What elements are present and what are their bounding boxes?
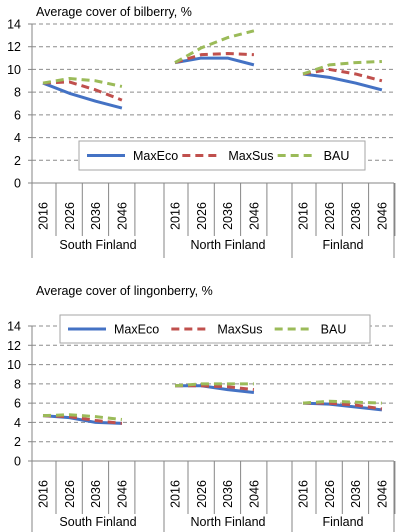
x-tick-label: 2036 — [89, 202, 103, 230]
y-tick-label: 14 — [7, 320, 21, 334]
y-tick-label: 2 — [14, 154, 21, 168]
group-label: Finland — [323, 515, 364, 529]
x-tick-label: 2026 — [323, 202, 337, 230]
series-line-bau — [174, 29, 255, 64]
chart-title: Average cover of lingonberry, % — [36, 284, 213, 298]
x-tick-label: 2016 — [169, 480, 183, 508]
x-tick-label: 2016 — [37, 480, 51, 508]
chart-1: Average cover of lingonberry, % 0 2 4 6 8 10 12… — [7, 284, 396, 532]
y-tick-label: 8 — [14, 377, 21, 391]
x-tick-label: 2046 — [375, 480, 389, 508]
series-line-bau — [42, 77, 123, 88]
group-label: South Finland — [59, 238, 136, 252]
y-tick-label: 12 — [7, 40, 21, 54]
series-line-maxsus — [42, 80, 123, 102]
x-tick-label: 2016 — [297, 202, 311, 230]
y-tick-label: 12 — [7, 339, 21, 353]
y-tick-label: 10 — [7, 63, 21, 77]
x-tick-label: 2026 — [63, 480, 77, 508]
x-tick-label: 2016 — [37, 202, 51, 230]
y-tick-label: 0 — [14, 455, 21, 469]
y-tick-label: 4 — [14, 131, 21, 145]
series-line-maxeco — [174, 56, 255, 67]
x-tick-label: 2046 — [375, 202, 389, 230]
legend-label: BAU — [321, 323, 347, 337]
y-tick-label: 6 — [14, 108, 21, 122]
legend-label: MaxEco — [133, 149, 178, 163]
x-tick-label: 2046 — [115, 202, 129, 230]
y-tick-label: 2 — [14, 435, 21, 449]
x-tick-label: 2016 — [169, 202, 183, 230]
y-tick-label: 8 — [14, 86, 21, 100]
legend: MaxEco MaxSus BAU — [59, 314, 371, 344]
x-tick-label: 2046 — [247, 480, 261, 508]
legend-label: MaxEco — [114, 323, 159, 337]
x-tick-label: 2036 — [349, 480, 363, 508]
x-tick-label: 2026 — [195, 480, 209, 508]
series-line-maxsus — [174, 52, 254, 65]
y-tick-label: 4 — [14, 416, 21, 430]
y-tick-label: 6 — [14, 397, 21, 411]
chart-title: Average cover of bilberry, % — [36, 5, 192, 19]
series-line-maxeco — [302, 72, 383, 92]
y-tick-label: 14 — [7, 18, 21, 32]
y-tick-label: 0 — [14, 177, 21, 191]
series-line-bau — [302, 59, 382, 76]
series-line-maxeco — [42, 81, 123, 110]
y-tick-label: 10 — [7, 358, 21, 372]
legend-label: BAU — [324, 149, 350, 163]
group-label: North Finland — [190, 515, 265, 529]
legend: MaxEco MaxSus BAU — [78, 140, 366, 171]
series-line-bau — [42, 413, 123, 422]
x-tick-label: 2036 — [89, 480, 103, 508]
x-tick-label: 2046 — [247, 202, 261, 230]
x-tick-label: 2046 — [115, 480, 129, 508]
legend-label: MaxSus — [228, 149, 273, 163]
group-label: North Finland — [190, 238, 265, 252]
series-line-maxsus — [302, 67, 383, 83]
x-tick-label: 2036 — [349, 202, 363, 230]
series-line-bau — [174, 382, 254, 388]
legend-box — [59, 314, 371, 344]
group-label: South Finland — [59, 515, 136, 529]
group-label: Finland — [323, 238, 364, 252]
x-tick-label: 2016 — [297, 480, 311, 508]
x-tick-label: 2026 — [63, 202, 77, 230]
series-line-bau — [302, 399, 382, 405]
x-tick-label: 2036 — [221, 202, 235, 230]
legend-box — [78, 140, 366, 171]
x-tick-label: 2026 — [323, 480, 337, 508]
x-tick-label: 2036 — [221, 480, 235, 508]
chart-0: Average cover of bilberry, % 0 2 4 6 8 10 12 14 2… — [7, 5, 396, 258]
legend-label: MaxSus — [217, 323, 262, 337]
x-tick-label: 2026 — [195, 202, 209, 230]
